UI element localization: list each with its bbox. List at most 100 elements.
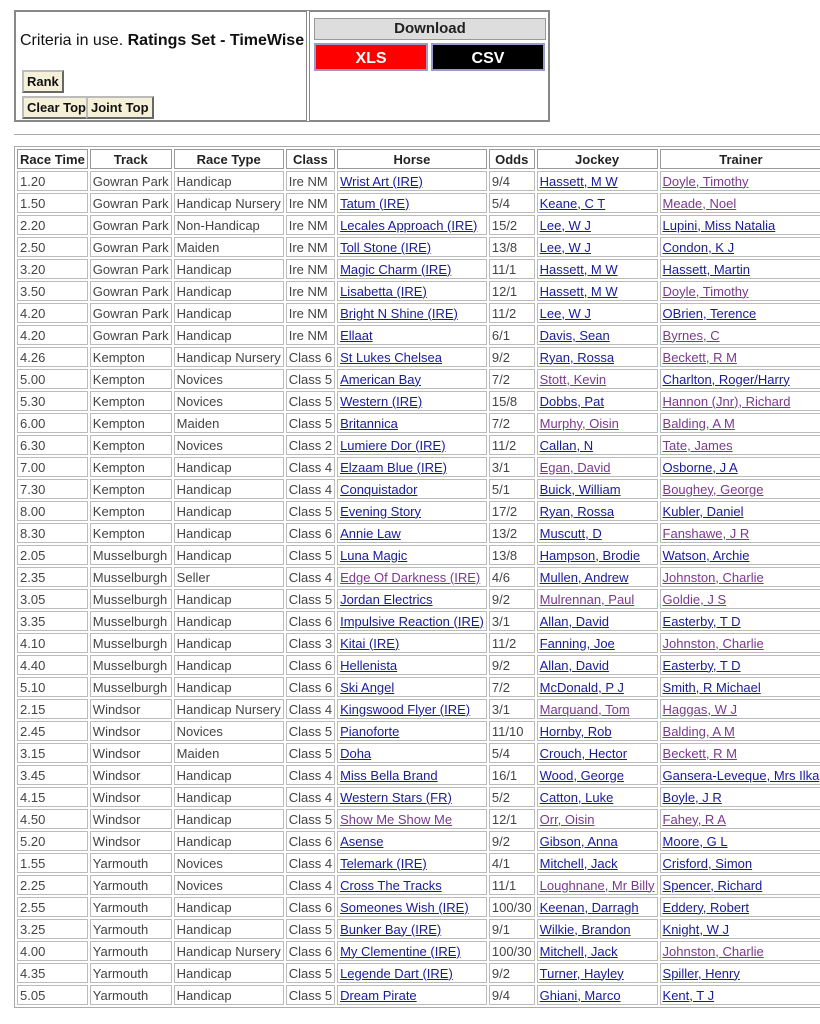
cell-link[interactable]: Boughey, George: [662, 481, 764, 497]
cell-link[interactable]: Ski Angel: [340, 679, 395, 695]
cell-link[interactable]: Allan, David: [539, 613, 609, 629]
cell-link[interactable]: Eddery, Robert: [662, 899, 749, 915]
cell-link[interactable]: Kingswood Flyer (IRE): [340, 701, 471, 717]
cell-link[interactable]: Conquistador: [340, 481, 418, 497]
cell-link[interactable]: Boyle, J R: [662, 789, 722, 805]
cell-link[interactable]: Show Me Show Me: [340, 811, 453, 827]
cell-link[interactable]: Keenan, Darragh: [539, 899, 639, 915]
cell-link[interactable]: Johnston, Charlie: [662, 569, 764, 585]
cell-link[interactable]: Kitai (IRE): [340, 635, 400, 651]
cell-link[interactable]: Evening Story: [340, 503, 422, 519]
cell-link[interactable]: Easterby, T D: [662, 657, 741, 673]
cell-link[interactable]: Hassett, M W: [539, 173, 618, 189]
cell-link[interactable]: Goldie, J S: [662, 591, 727, 607]
cell-link[interactable]: Dream Pirate: [340, 987, 417, 1003]
cell-link[interactable]: Crouch, Hector: [539, 745, 628, 761]
cell-link[interactable]: Western Stars (FR): [340, 789, 452, 805]
cell-link[interactable]: Doha: [340, 745, 372, 761]
cell-link[interactable]: Beckett, R M: [662, 349, 737, 365]
cell-link[interactable]: Gansera-Leveque, Mrs Ilka: [662, 767, 820, 783]
cell-link[interactable]: Lisabetta (IRE): [340, 283, 427, 299]
cell-link[interactable]: Annie Law: [340, 525, 401, 541]
cell-link[interactable]: Wood, George: [539, 767, 624, 783]
cell-link[interactable]: Crisford, Simon: [662, 855, 753, 871]
cell-link[interactable]: Catton, Luke: [539, 789, 614, 805]
cell-link[interactable]: Doyle, Timothy: [662, 283, 749, 299]
cell-link[interactable]: Lee, W J: [539, 217, 591, 233]
cell-link[interactable]: Condon, K J: [662, 239, 735, 255]
cell-link[interactable]: Jordan Electrics: [340, 591, 433, 607]
cell-link[interactable]: Bright N Shine (IRE): [340, 305, 458, 321]
cell-link[interactable]: Johnston, Charlie: [662, 943, 764, 959]
cell-link[interactable]: Pianoforte: [340, 723, 400, 739]
cell-link[interactable]: Telemark (IRE): [340, 855, 427, 871]
cell-link[interactable]: American Bay: [340, 371, 421, 387]
cell-link[interactable]: Dobbs, Pat: [539, 393, 604, 409]
cell-link[interactable]: Easterby, T D: [662, 613, 741, 629]
cell-link[interactable]: Elzaam Blue (IRE): [340, 459, 447, 475]
cell-link[interactable]: Keane, C T: [539, 195, 606, 211]
cell-link[interactable]: Lecales Approach (IRE): [340, 217, 478, 233]
cell-link[interactable]: Mulrennan, Paul: [539, 591, 635, 607]
cell-link[interactable]: Orr, Oisin: [539, 811, 595, 827]
cell-link[interactable]: Doyle, Timothy: [662, 173, 749, 189]
cell-link[interactable]: Lupini, Miss Natalia: [662, 217, 776, 233]
cell-link[interactable]: St Lukes Chelsea: [340, 349, 442, 365]
cell-link[interactable]: Miss Bella Brand: [340, 767, 438, 783]
cell-link[interactable]: Mitchell, Jack: [539, 855, 618, 871]
cell-link[interactable]: Wrist Art (IRE): [340, 173, 423, 189]
cell-link[interactable]: Beckett, R M: [662, 745, 737, 761]
rank-button[interactable]: Rank: [22, 70, 64, 93]
cell-link[interactable]: Callan, N: [539, 437, 594, 453]
cell-link[interactable]: Hassett, M W: [539, 283, 618, 299]
cell-link[interactable]: Gibson, Anna: [539, 833, 618, 849]
cell-link[interactable]: Marquand, Tom: [539, 701, 630, 717]
cell-link[interactable]: Western (IRE): [340, 393, 423, 409]
cell-link[interactable]: Fanshawe, J R: [662, 525, 750, 541]
cell-link[interactable]: Bunker Bay (IRE): [340, 921, 442, 937]
cell-link[interactable]: Egan, David: [539, 459, 611, 475]
cell-link[interactable]: Stott, Kevin: [539, 371, 607, 387]
cell-link[interactable]: Kent, T J: [662, 987, 715, 1003]
cell-link[interactable]: Johnston, Charlie: [662, 635, 764, 651]
cell-link[interactable]: Knight, W J: [662, 921, 729, 937]
cell-link[interactable]: Legende Dart (IRE): [340, 965, 453, 981]
cell-link[interactable]: Haggas, W J: [662, 701, 737, 717]
cell-link[interactable]: Fanning, Joe: [539, 635, 615, 651]
cell-link[interactable]: Charlton, Roger/Harry: [662, 371, 790, 387]
cell-link[interactable]: Loughnane, Mr Billy: [539, 877, 655, 893]
cell-link[interactable]: Muscutt, D: [539, 525, 602, 541]
cell-link[interactable]: Mitchell, Jack: [539, 943, 618, 959]
csv-button[interactable]: CSV: [431, 43, 545, 71]
cell-link[interactable]: Balding, A M: [662, 415, 735, 431]
cell-link[interactable]: Osborne, J A: [662, 459, 738, 475]
cell-link[interactable]: Impulsive Reaction (IRE): [340, 613, 484, 629]
cell-link[interactable]: Hassett, Martin: [662, 261, 750, 277]
cell-link[interactable]: Magic Charm (IRE): [340, 261, 452, 277]
cell-link[interactable]: OBrien, Terence: [662, 305, 757, 321]
cell-link[interactable]: My Clementine (IRE): [340, 943, 461, 959]
cell-link[interactable]: Asense: [340, 833, 384, 849]
cell-link[interactable]: Cross The Tracks: [340, 877, 442, 893]
cell-link[interactable]: Spiller, Henry: [662, 965, 740, 981]
cell-link[interactable]: Tatum (IRE): [340, 195, 410, 211]
cell-link[interactable]: Lumiere Dor (IRE): [340, 437, 446, 453]
cell-link[interactable]: Moore, G L: [662, 833, 728, 849]
cell-link[interactable]: Balding, A M: [662, 723, 735, 739]
cell-link[interactable]: Lee, W J: [539, 305, 591, 321]
cell-link[interactable]: Toll Stone (IRE): [340, 239, 432, 255]
cell-link[interactable]: Spencer, Richard: [662, 877, 763, 893]
cell-link[interactable]: Smith, R Michael: [662, 679, 761, 695]
cell-link[interactable]: Lee, W J: [539, 239, 591, 255]
cell-link[interactable]: Someones Wish (IRE): [340, 899, 469, 915]
cell-link[interactable]: Ghiani, Marco: [539, 987, 621, 1003]
cell-link[interactable]: Buick, William: [539, 481, 621, 497]
cell-link[interactable]: Watson, Archie: [662, 547, 750, 563]
cell-link[interactable]: McDonald, P J: [539, 679, 624, 695]
cell-link[interactable]: Luna Magic: [340, 547, 408, 563]
cell-link[interactable]: Allan, David: [539, 657, 609, 673]
cell-link[interactable]: Byrnes, C: [662, 327, 720, 343]
cell-link[interactable]: Turner, Hayley: [539, 965, 624, 981]
cell-link[interactable]: Hannon (Jnr), Richard: [662, 393, 791, 409]
cell-link[interactable]: Fahey, R A: [662, 811, 726, 827]
